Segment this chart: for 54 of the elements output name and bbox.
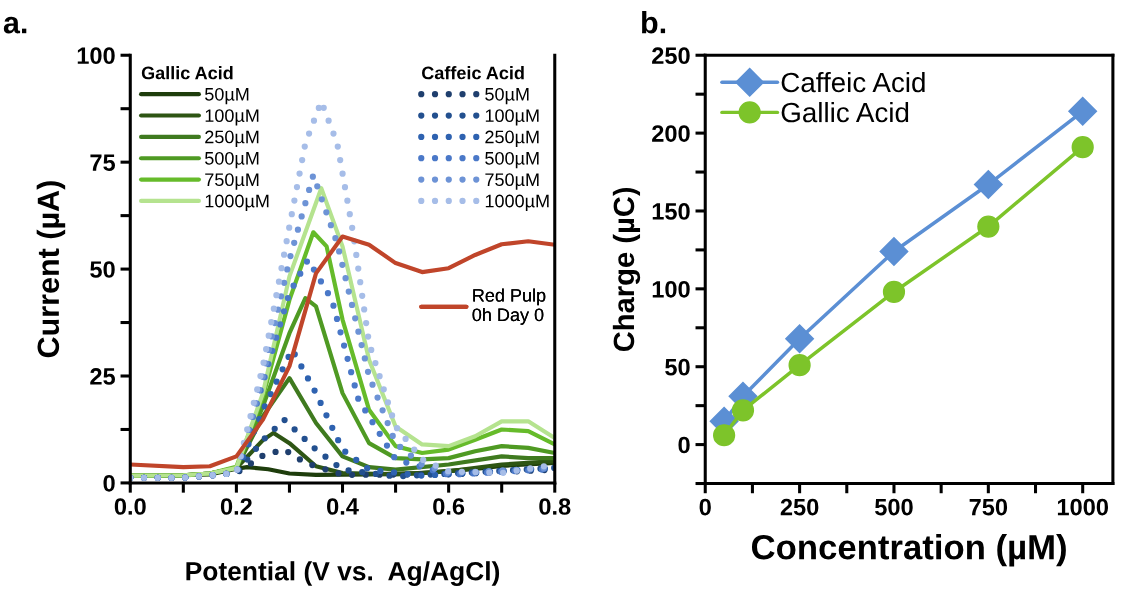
x-tick-label: 1000	[1057, 498, 1108, 516]
x-tick-label: 0.2	[220, 498, 252, 515]
point	[973, 170, 1003, 199]
x-tick-label: 500	[875, 498, 913, 516]
y-tick-label: 0	[678, 436, 690, 454]
x-tick-label: 0.0	[114, 498, 146, 515]
legend-label: 100µM	[205, 109, 259, 126]
legend-label: 1000µM	[485, 194, 549, 211]
legend-label: Gallic Acid	[781, 101, 909, 123]
y-tick-label: 150	[652, 203, 690, 220]
point	[731, 399, 755, 422]
y-tick-label: 250	[652, 47, 690, 65]
legend-label: 50µM	[485, 87, 529, 105]
x-tick-label: 0.6	[433, 498, 465, 515]
legend-label: 1000µM	[205, 194, 269, 211]
y-tick-label: 50	[665, 358, 690, 376]
x-tick-label: 250	[780, 498, 819, 516]
point	[713, 424, 736, 447]
text: Gallic Acid	[141, 66, 233, 80]
y-tick-label: 0	[103, 474, 115, 492]
point	[1071, 136, 1094, 159]
legend-label: 750µM	[205, 173, 259, 190]
legend-label: 750µM	[485, 173, 539, 190]
x-axis-title: Potential (V vs. Ag/AgCl)	[186, 561, 500, 586]
text: Caffeic Acid	[422, 66, 524, 80]
y-tick-label: 100	[77, 47, 115, 65]
text: b.	[642, 11, 666, 34]
legend-label: 50µM	[205, 87, 249, 105]
legend-label: 500µM	[485, 151, 539, 169]
text: a.	[3, 16, 27, 34]
legend-label: Caffeic Acid	[781, 71, 925, 93]
point	[1068, 96, 1098, 126]
point	[788, 354, 811, 377]
legend-label: Red Pulp 0h Day 0	[472, 288, 546, 325]
y-tick-label: 50	[90, 261, 115, 278]
y-tick-label: 75	[90, 154, 116, 171]
point	[879, 237, 909, 266]
x-tick-label: 0.8	[539, 498, 571, 515]
x-axis-title: Concentration (µM)	[751, 534, 1066, 567]
x-tick-label: 0.4	[327, 498, 359, 515]
y-tick-label: 200	[652, 125, 690, 142]
point	[977, 215, 1000, 238]
y-axis-title: Current (µA)	[36, 181, 66, 358]
legend-label: 100µM	[485, 109, 539, 126]
y-axis-title: Charge (µC)	[612, 187, 641, 352]
x-tick-label: 750	[969, 498, 1008, 516]
y-tick-label: 100	[652, 280, 690, 298]
x-tick-label: 0	[699, 498, 711, 516]
y-tick-label: 25	[90, 368, 116, 385]
point	[882, 280, 906, 304]
point	[785, 324, 815, 354]
legend-label: 250µM	[205, 130, 259, 147]
legend-label: 250µM	[485, 130, 539, 147]
legend-label: 500µM	[205, 151, 259, 169]
